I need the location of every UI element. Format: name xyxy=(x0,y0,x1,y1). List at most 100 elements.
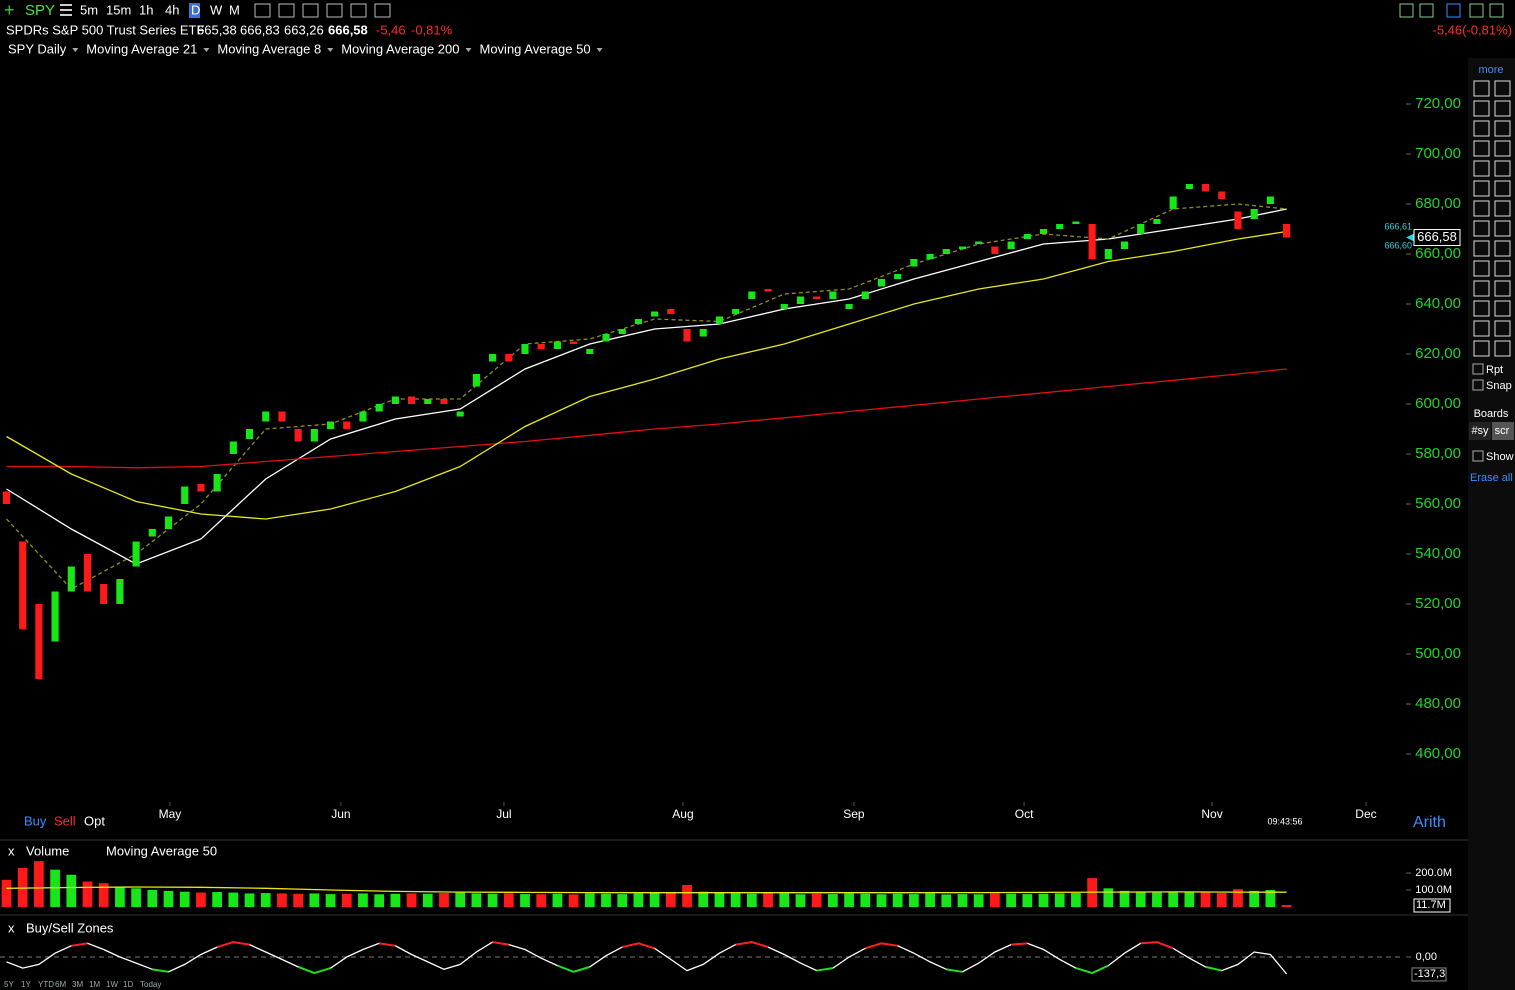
legend-entry[interactable]: SPY Daily xyxy=(8,41,67,56)
legend-caret[interactable] xyxy=(327,48,334,52)
interval-active[interactable] xyxy=(189,3,200,18)
tool-icon[interactable] xyxy=(1494,220,1511,237)
range-button[interactable]: 5Y xyxy=(4,980,14,989)
volume-bar xyxy=(82,881,93,907)
toolbar-icon[interactable] xyxy=(326,3,343,18)
zone-segment xyxy=(573,965,591,973)
checkbox[interactable] xyxy=(1472,450,1484,462)
tool-icon[interactable] xyxy=(1473,140,1490,157)
toolbar-icon[interactable] xyxy=(302,3,319,18)
interval[interactable]: M xyxy=(229,2,240,17)
tool-icon[interactable] xyxy=(1473,260,1490,277)
legend-caret[interactable] xyxy=(72,48,79,52)
interval[interactable]: D xyxy=(191,2,200,17)
tool-icon[interactable] xyxy=(1494,260,1511,277)
range-button[interactable]: 1W xyxy=(106,980,118,989)
legend-entry[interactable]: Moving Average 50 xyxy=(480,41,591,56)
candle xyxy=(1072,221,1080,224)
toolbar-icon[interactable] xyxy=(1399,3,1414,18)
legend-entry[interactable]: Moving Average 8 xyxy=(217,41,321,56)
toolbar-icon[interactable] xyxy=(1419,3,1434,18)
y-tick-label: 480,00 xyxy=(1415,695,1461,712)
zone-segment xyxy=(946,968,963,973)
tool-icon[interactable] xyxy=(1473,280,1490,297)
range-button[interactable]: 3M xyxy=(72,980,83,989)
legend-entry[interactable]: Moving Average 50 xyxy=(106,843,217,858)
checkbox[interactable] xyxy=(1472,379,1484,391)
panel-title[interactable]: Volume xyxy=(26,843,69,858)
tool-icon[interactable] xyxy=(1473,320,1490,337)
tool-icon[interactable] xyxy=(1494,100,1511,117)
checkbox[interactable] xyxy=(1472,363,1484,375)
range-button[interactable]: 1D xyxy=(123,980,133,989)
y-tick-label: 600,00 xyxy=(1415,395,1461,412)
close-panel[interactable]: x xyxy=(8,843,15,858)
tool-icon[interactable] xyxy=(1494,240,1511,257)
tool-icon[interactable] xyxy=(1473,120,1490,137)
toolbar-icon[interactable] xyxy=(254,3,271,18)
tool-icon[interactable] xyxy=(1494,120,1511,137)
range-button[interactable]: 1M xyxy=(89,980,100,989)
candle xyxy=(116,579,124,604)
range-button[interactable]: 6M xyxy=(55,980,66,989)
toolbar-icon[interactable] xyxy=(1469,3,1484,18)
volume-bar xyxy=(844,893,854,907)
legend-entry[interactable]: Moving Average 21 xyxy=(86,41,197,56)
tool-icon[interactable] xyxy=(1473,200,1490,217)
candle xyxy=(942,249,950,254)
scale-mode[interactable]: Arith xyxy=(1413,814,1446,831)
tool-icon[interactable] xyxy=(1473,220,1490,237)
tool-icon[interactable] xyxy=(1494,340,1511,357)
legend-entry[interactable]: Moving Average 200 xyxy=(341,41,459,56)
sell-button[interactable]: Sell xyxy=(54,813,76,828)
interval[interactable]: 5m xyxy=(80,2,98,17)
erase-all[interactable]: Erase all xyxy=(1470,472,1513,484)
panel-title[interactable]: Buy/Sell Zones xyxy=(26,920,114,935)
legend-caret[interactable] xyxy=(465,48,472,52)
toolbar-icon[interactable] xyxy=(1446,3,1461,18)
tool-icon[interactable] xyxy=(1473,160,1490,177)
more-button[interactable]: more xyxy=(1478,64,1503,76)
legend-caret[interactable] xyxy=(203,48,210,52)
range-button[interactable]: Today xyxy=(140,980,161,989)
tool-icon[interactable] xyxy=(1494,300,1511,317)
tool-icon[interactable] xyxy=(1473,240,1490,257)
board-tab[interactable] xyxy=(1492,422,1514,440)
tool-icon[interactable] xyxy=(1473,300,1490,317)
interval[interactable]: 4h xyxy=(165,2,179,17)
board-tab[interactable] xyxy=(1469,422,1491,440)
interval[interactable]: 15m xyxy=(106,2,131,17)
legend-caret[interactable] xyxy=(596,48,603,52)
last-price-pointer xyxy=(1406,233,1414,242)
volume-bar xyxy=(1216,893,1227,907)
tool-icon[interactable] xyxy=(1494,200,1511,217)
range-button[interactable]: 1Y xyxy=(21,980,31,989)
menu-icon[interactable] xyxy=(60,4,72,16)
candle xyxy=(861,291,869,299)
volume-bar xyxy=(1200,892,1211,907)
last-volume-label: 11.7M xyxy=(1416,899,1446,911)
tool-icon[interactable] xyxy=(1473,80,1490,97)
opt-button[interactable]: Opt xyxy=(84,813,105,828)
toolbar-icon[interactable] xyxy=(374,3,391,18)
interval[interactable]: W xyxy=(210,2,223,17)
tool-icon[interactable] xyxy=(1494,180,1511,197)
tool-icon[interactable] xyxy=(1473,340,1490,357)
close-panel[interactable]: x xyxy=(8,920,15,935)
toolbar-icon[interactable] xyxy=(278,3,295,18)
tool-icon[interactable] xyxy=(1494,280,1511,297)
tool-icon[interactable] xyxy=(1494,80,1511,97)
add-icon[interactable]: + xyxy=(4,0,15,20)
interval[interactable]: 1h xyxy=(139,2,153,17)
tool-icon[interactable] xyxy=(1494,320,1511,337)
tool-icon[interactable] xyxy=(1494,140,1511,157)
volume-bar xyxy=(422,893,433,907)
buy-button[interactable]: Buy xyxy=(24,813,47,828)
toolbar-icon[interactable] xyxy=(1489,3,1504,18)
tool-icon[interactable] xyxy=(1473,180,1490,197)
tool-icon[interactable] xyxy=(1494,160,1511,177)
range-button[interactable]: YTD xyxy=(38,980,54,989)
toolbar-icon[interactable] xyxy=(350,3,367,18)
symbol[interactable]: SPY xyxy=(25,2,55,19)
tool-icon[interactable] xyxy=(1473,100,1490,117)
